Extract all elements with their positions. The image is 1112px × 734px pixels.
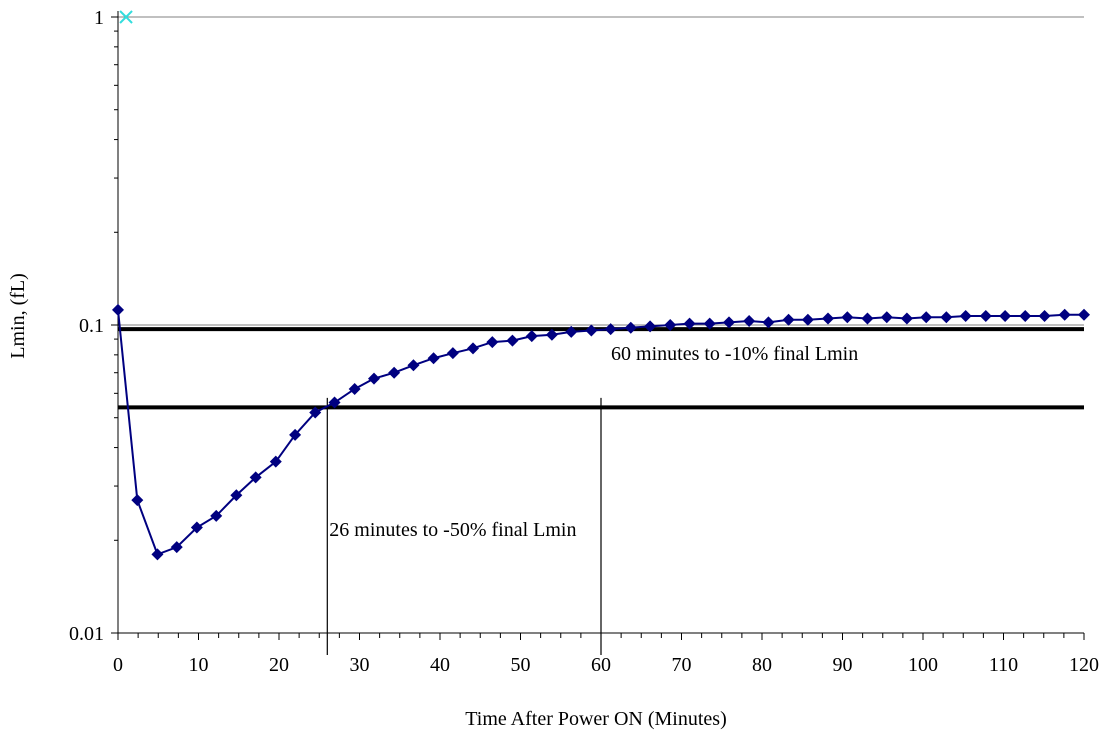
data-point [762, 316, 775, 329]
x-tick-label: 80 [752, 654, 772, 676]
x-marker-stroke [119, 10, 133, 24]
data-point [309, 406, 322, 419]
y-tick-label: 0.1 [79, 315, 104, 337]
data-point [525, 330, 538, 343]
data-point [1038, 309, 1051, 322]
x-tick-label: 90 [833, 654, 853, 676]
data-point [1019, 309, 1032, 322]
data-point [782, 313, 795, 326]
y-tick-label: 1 [94, 7, 104, 29]
data-point [545, 328, 558, 341]
data-point [999, 309, 1012, 322]
data-point [230, 489, 243, 502]
data-point [604, 323, 617, 336]
x-axis-title: Time After Power ON (Minutes) [465, 708, 726, 730]
data-point [624, 321, 637, 334]
data-point [743, 315, 756, 328]
data-point [407, 359, 420, 372]
data-point [210, 509, 223, 522]
data-point [959, 309, 972, 322]
annotations: 60 minutes to -10% final Lmin 26 minutes … [329, 343, 858, 541]
annotation-label: 60 minutes to -10% final Lmin [611, 343, 858, 365]
data-point [467, 342, 480, 355]
reference-lines [118, 327, 1084, 655]
data-point [683, 317, 696, 330]
data-point [900, 312, 913, 325]
x-tick-label: 20 [269, 654, 289, 676]
x-tick-label: 30 [350, 654, 370, 676]
data-point [269, 455, 282, 468]
data-point [644, 320, 657, 333]
y-axis-title: Lmin, (fL) [7, 273, 29, 359]
data-point [367, 372, 380, 385]
data-point [249, 471, 262, 484]
data-point [427, 352, 440, 365]
annotation-label: 26 minutes to -50% final Lmin [329, 519, 576, 541]
data-point [801, 313, 814, 326]
data-point [880, 311, 893, 324]
x-tick-label: 120 [1069, 654, 1099, 676]
data-point [289, 428, 302, 441]
series-layer [112, 10, 1090, 561]
data-point [1078, 308, 1090, 321]
data-point [486, 336, 499, 349]
axes: 0.010.110 10 20 30 40 50 60 70 80 90 100 110 120 [69, 7, 1099, 676]
data-point [446, 347, 459, 360]
data-point [565, 325, 578, 338]
data-point [940, 311, 953, 324]
data-point [151, 548, 164, 561]
y-tick-label: 0.01 [69, 623, 104, 645]
x-tick-label: 40 [430, 654, 450, 676]
data-point [506, 334, 519, 347]
x-tick-label: 50 [511, 654, 531, 676]
data-point [703, 317, 716, 330]
x-tick-label: 10 [189, 654, 209, 676]
data-point [920, 311, 933, 324]
data-point [1058, 308, 1071, 321]
data-point [585, 324, 598, 337]
x-tick-label: 60 [591, 654, 611, 676]
data-point [348, 382, 361, 395]
x-tick-label: 110 [989, 654, 1018, 676]
data-point [822, 312, 835, 325]
data-point [388, 366, 401, 379]
data-point [328, 396, 341, 409]
data-point [861, 312, 874, 325]
data-point [112, 303, 124, 316]
data-point [841, 311, 854, 324]
data-point [190, 521, 203, 534]
data-point [170, 541, 183, 554]
data-point [979, 309, 992, 322]
x-tick-label: 0 [113, 654, 123, 676]
x-tick-label: 70 [672, 654, 692, 676]
data-point [664, 319, 677, 331]
data-point [722, 316, 735, 329]
x-marker-point [119, 10, 133, 24]
data-point [131, 494, 144, 507]
x-tick-label: 100 [908, 654, 938, 676]
grid-layer [118, 16, 1084, 326]
